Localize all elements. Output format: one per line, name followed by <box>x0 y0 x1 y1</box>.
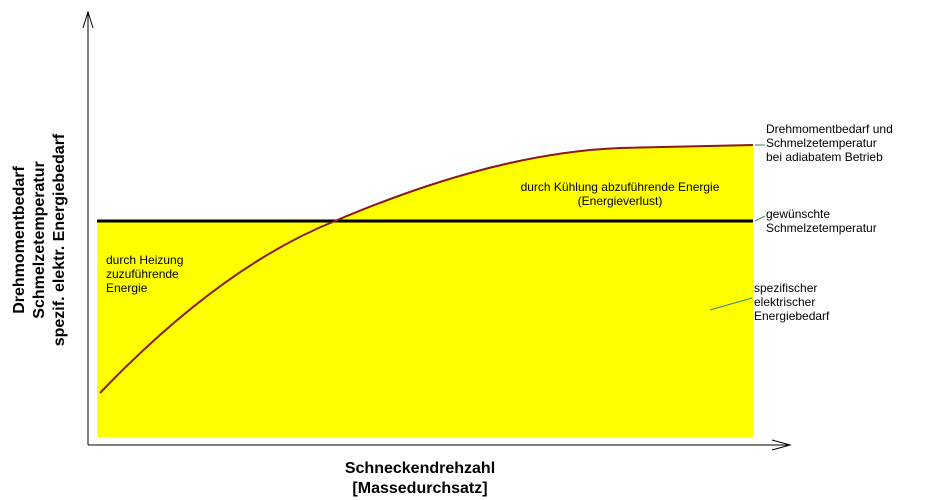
leader <box>709 297 753 311</box>
side-label: Energiebedarf <box>754 309 830 323</box>
region-label: durch Heizung <box>106 253 183 267</box>
y-label-line: Drehmomentbedarf <box>11 166 28 314</box>
x-label-line: Schneckendrehzahl <box>345 460 495 477</box>
side-label: bei adiabatem Betrieb <box>766 150 883 164</box>
region-label: Energie <box>106 281 148 295</box>
side-label: elektrischer <box>754 295 815 309</box>
side-label: Schmelzetemperatur <box>766 221 877 235</box>
region-label: durch Kühlung abzuführende Energie <box>521 180 720 194</box>
side-label: gewünschte <box>766 207 830 221</box>
y-label-line: Schmelzetemperatur <box>31 161 48 318</box>
side-label: Drehmomentbedarf und <box>766 122 893 136</box>
x-arrow <box>771 439 792 451</box>
region-label: zuzuführende <box>106 267 179 281</box>
curve <box>99 144 754 394</box>
side-label: Schmelzetemperatur <box>766 136 877 150</box>
y-axis-label: Drehmomentbedarf Schmelzetemperatur spez… <box>11 133 68 346</box>
leader <box>754 215 766 222</box>
side-label: spezifischer <box>754 281 817 295</box>
region-label: (Energieverlust) <box>578 194 663 208</box>
yellow-area <box>97 145 753 437</box>
x-label-line: [Massedurchsatz] <box>352 480 487 497</box>
y-arrow <box>82 10 94 29</box>
y-label-line: spezif. elektr. Energiebedarf <box>51 133 68 346</box>
